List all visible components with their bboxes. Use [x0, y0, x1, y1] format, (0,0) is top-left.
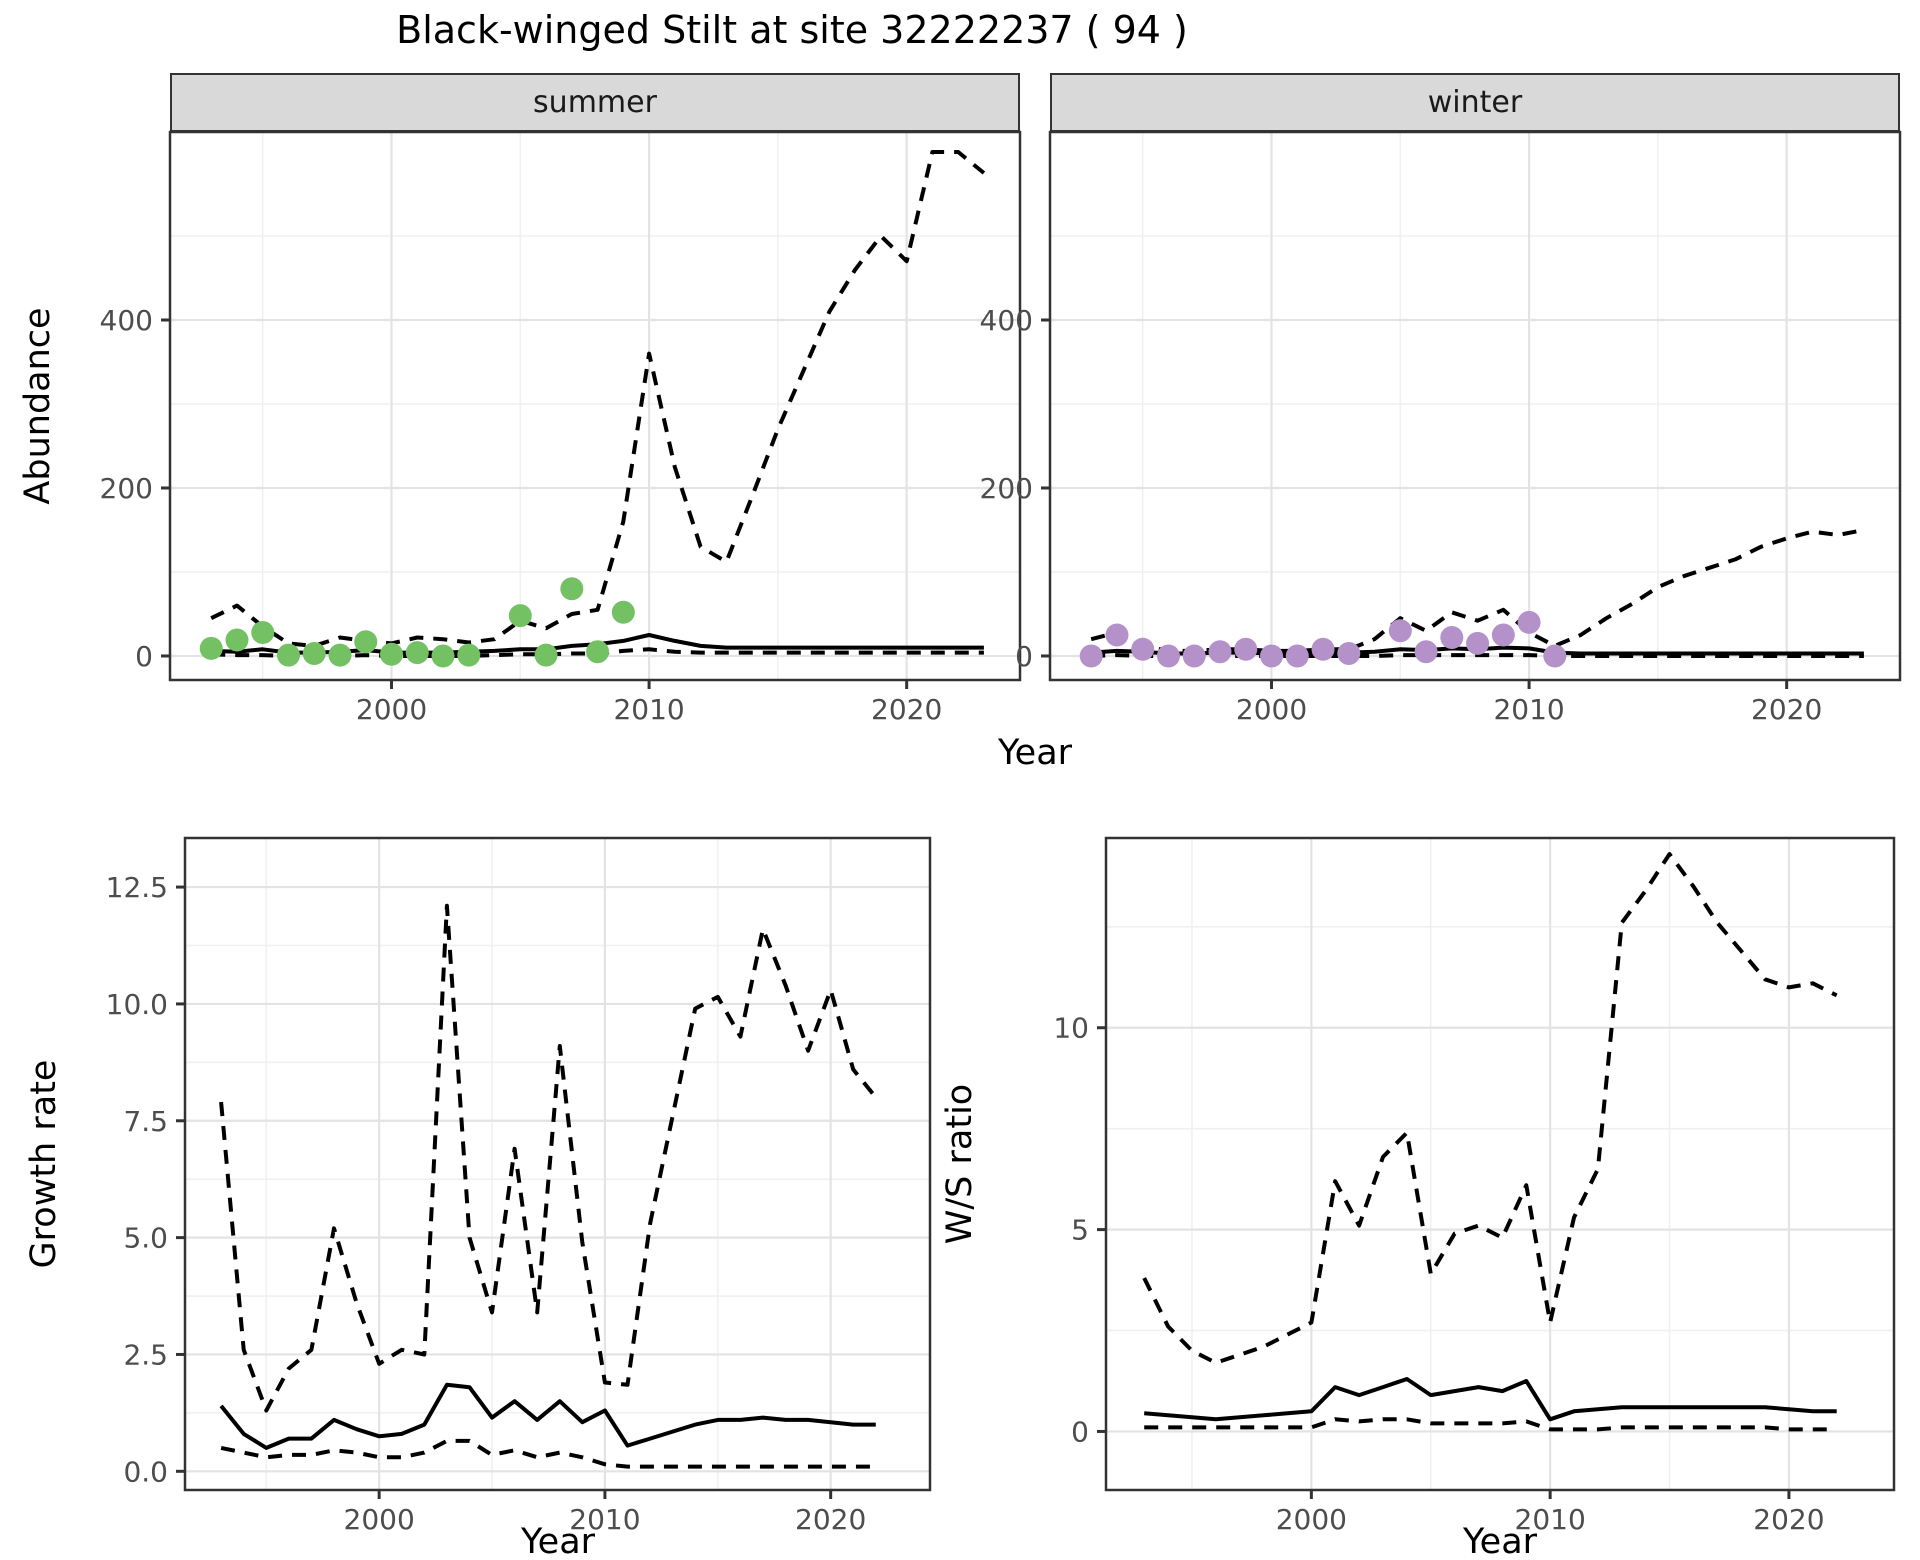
- y-axis-title-abundance: Abundance: [18, 307, 58, 505]
- x-tick-label: 2010: [613, 693, 684, 726]
- abundance-winter-data-point: [1156, 644, 1180, 668]
- x-axis-title-year-top: Year: [997, 733, 1073, 773]
- abundance-summer-data-point: [611, 600, 635, 624]
- abundance-summer-data-point: [457, 643, 481, 667]
- abundance-summer-data-point: [431, 644, 455, 668]
- abundance-summer-data-point: [380, 642, 404, 666]
- abundance-summer-data-point: [276, 643, 300, 667]
- abundance-summer-data-point: [354, 630, 378, 654]
- facet-strip-winter: winter: [1050, 73, 1900, 132]
- abundance-summer-data-point: [302, 641, 326, 665]
- y-tick-label: 200: [980, 472, 1033, 505]
- y-tick-label: 400: [100, 304, 153, 337]
- figure-title: Black-winged Stilt at site 32222237 ( 94…: [396, 8, 1188, 52]
- panel-border: [183, 836, 932, 1492]
- panel-border: [1104, 836, 1896, 1492]
- y-axis-title-ws-ratio: W/S ratio: [940, 1083, 980, 1245]
- abundance-winter-data-point: [1311, 637, 1335, 661]
- abundance-winter-data-point: [1388, 619, 1412, 643]
- panel-background: [185, 838, 930, 1490]
- abundance-summer-data-point: [225, 628, 249, 652]
- x-tick-label: 2010: [1515, 1503, 1586, 1536]
- y-tick-label: 5: [1071, 1214, 1089, 1247]
- panel-background: [1106, 838, 1894, 1490]
- abundance-summer-data-point: [534, 643, 558, 667]
- abundance-winter-data-point: [1105, 623, 1129, 647]
- abundance-summer-data-point: [251, 620, 275, 644]
- growth-rate-median-line: [219, 1382, 876, 1450]
- y-tick-label: 0: [135, 640, 153, 673]
- x-tick-label: 2000: [1236, 693, 1307, 726]
- ws-ratio-median-line: [1144, 1377, 1837, 1422]
- growth-rate-lower-ci-line: [220, 1438, 876, 1469]
- abundance-summer-data-point: [508, 604, 532, 628]
- x-tick-label: 2000: [1276, 1503, 1347, 1536]
- y-tick-label: 10: [1053, 1012, 1089, 1045]
- abundance-winter-data-point: [1260, 644, 1284, 668]
- panel-growth-rate: 2000 2010 2020 0.0 2.5 5.0 7.5 10.0 12.5: [106, 836, 932, 1536]
- x-tick-label: 2020: [1753, 1503, 1824, 1536]
- y-tick-label: 12.5: [106, 871, 168, 904]
- ws-ratio-upper-ci-line: [1142, 852, 1838, 1365]
- panel-ws-ratio: 2000 2010 2020 0 5 10: [1053, 836, 1896, 1536]
- abundance-winter-data-point: [1440, 625, 1464, 649]
- panel-abundance-winter: 2000 2010 2020 0 200 400: [980, 130, 1902, 726]
- growth-rate-upper-ci-line: [219, 903, 878, 1413]
- y-tick-label: 2.5: [123, 1338, 168, 1371]
- abundance-winter-data-point: [1131, 637, 1155, 661]
- abundance-winter-data-point: [1337, 641, 1361, 665]
- abundance-summer-data-point: [586, 640, 610, 664]
- y-tick-label: 400: [980, 304, 1033, 337]
- abundance-winter-data-point: [1543, 644, 1567, 668]
- x-tick-label: 2000: [356, 693, 427, 726]
- abundance-winter-data-point: [1491, 623, 1515, 647]
- abundance-winter-data-point: [1182, 644, 1206, 668]
- x-tick-label: 2020: [1751, 693, 1822, 726]
- facet-strip-summer: summer: [170, 73, 1020, 132]
- abundance-winter-data-point: [1517, 610, 1541, 634]
- abundance-summer-data-point: [199, 636, 223, 660]
- abundance-winter-data-point: [1208, 640, 1232, 664]
- panel-background: [170, 132, 1020, 680]
- abundance-summer-data-point: [560, 577, 584, 601]
- panel-border: [168, 130, 1022, 682]
- abundance-summer-data-point: [405, 641, 429, 665]
- panel-background: [1050, 132, 1900, 680]
- x-tick-label: 2000: [344, 1503, 415, 1536]
- panel-border: [1048, 130, 1902, 682]
- y-tick-label: 7.5: [123, 1105, 168, 1138]
- x-axis-title-year-growth: Year: [520, 1522, 596, 1560]
- facet-strip-winter-label: winter: [1427, 85, 1523, 120]
- x-tick-label: 2020: [795, 1503, 866, 1536]
- y-tick-label: 10.0: [106, 988, 168, 1021]
- ws-ratio-lower-ci-line: [1144, 1417, 1837, 1432]
- y-tick-label: 0: [1015, 640, 1033, 673]
- y-tick-label: 5.0: [123, 1222, 168, 1255]
- y-axis-title-growth-rate: Growth rate: [24, 1059, 64, 1269]
- y-tick-label: 0: [1071, 1415, 1089, 1448]
- x-axis-title-year-ws: Year: [1462, 1522, 1538, 1560]
- y-tick-label: 200: [100, 472, 153, 505]
- abundance-summer-upper-ci-line: [210, 150, 986, 648]
- panel-abundance-summer: 2000 2010 2020 0 200 400: [100, 130, 1022, 726]
- y-tick-label: 0.0: [123, 1455, 168, 1488]
- abundance-winter-data-point: [1234, 637, 1258, 661]
- facet-strip-summer-label: summer: [533, 85, 657, 120]
- x-tick-label: 2010: [1493, 693, 1564, 726]
- abundance-winter-data-point: [1414, 640, 1438, 664]
- abundance-winter-data-point: [1079, 644, 1103, 668]
- x-tick-label: 2020: [871, 693, 942, 726]
- abundance-summer-data-point: [328, 643, 352, 667]
- abundance-winter-data-point: [1285, 644, 1309, 668]
- abundance-winter-data-point: [1466, 631, 1490, 655]
- x-tick-label: 2010: [569, 1503, 640, 1536]
